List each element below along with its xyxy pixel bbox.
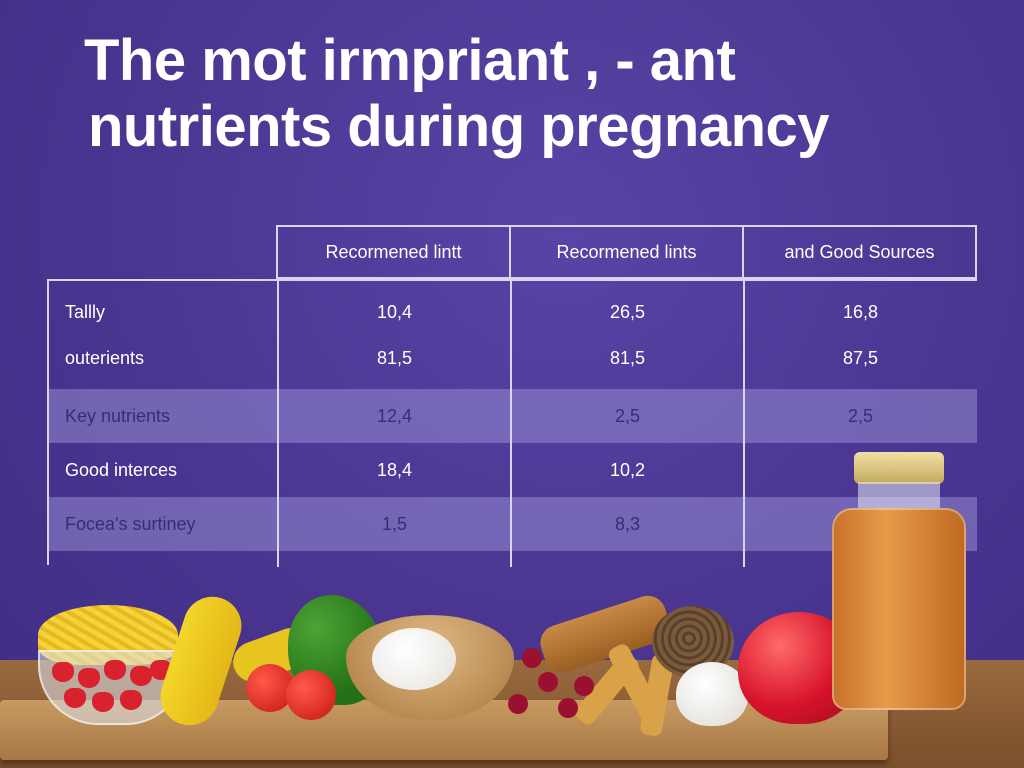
raspberry-image [92,692,114,712]
table-cell: 10,4 81,5 [277,281,510,389]
table-row: Tallly outerients 10,4 81,5 26,5 81,5 16… [49,281,977,389]
cell-value: 81,5 [376,348,413,368]
row-label: Tallly outerients [49,281,277,389]
column-header: and Good Sources [742,227,975,277]
spacer-cell [49,551,277,567]
row-label: Good interces [65,459,178,480]
raspberry-image [120,690,142,710]
table-cell: 2,5 [743,389,976,443]
page-title: The mot irmpriant , - ant nutrients duri… [84,28,984,160]
cell-value: 81,5 [609,348,646,368]
cranberry-image [522,648,542,668]
raspberry-image [64,688,86,708]
raspberry-image [104,660,126,680]
table-cell: 12,4 [277,389,510,443]
cranberry-image [558,698,578,718]
row-label-line: Tallly [65,302,106,322]
table-row-spacer [49,551,977,567]
cranberry-image [574,676,594,696]
jar-lid [854,452,944,484]
cell-value: 87,5 [842,348,879,368]
table-cell: 26,5 81,5 [510,281,743,389]
tomato-image [286,670,336,720]
table-header: Recormened lintt Recormened lints and Go… [276,225,977,279]
nutrient-table: Recormened lintt Recormened lints and Go… [47,225,977,567]
spacer-cell [277,551,510,567]
jar-image [832,452,966,710]
table-cell [743,497,976,551]
cell-value: 16,8 [842,302,879,322]
garlic-image [676,662,748,726]
row-label: Key nutrients [65,405,171,426]
raspberry-image [78,668,100,688]
spacer-cell [743,551,976,567]
table-body: Tallly outerients 10,4 81,5 26,5 81,5 16… [47,279,977,567]
title-line-1: The mot irmpriant , - ant [84,28,736,93]
table-cell: 16,8 87,5 [743,281,976,389]
cranberry-image [538,672,558,692]
raspberry-image [130,666,152,686]
table-cell: 8,3 [510,497,743,551]
column-header: Recormened lintt [325,241,462,262]
table-cell: 18,4 [277,443,510,497]
jar-neck [858,482,940,512]
table-cell: 10,2 [510,443,743,497]
row-label-line: outerients [65,348,145,368]
spacer-cell [510,551,743,567]
cranberry-image [508,694,528,714]
table-row: Key nutrients 12,4 2,5 2,5 [49,389,977,443]
table-cell: 1,5 [277,497,510,551]
table-row: Focea's surtiney 1,5 8,3 [49,497,977,551]
raspberry-image [52,662,74,682]
table-cell: 2,5 [510,389,743,443]
cheese-image [372,628,456,690]
cell-value: 10,4 [376,302,413,322]
cell-value: 26,5 [609,302,646,322]
title-line-2: nutrients during pregnancy [88,94,830,159]
column-header: Recormened lints [509,227,742,277]
row-label: Focea's surtiney [65,513,196,534]
jar-body [832,508,966,710]
table-row: Good interces 18,4 10,2 1 [49,443,977,497]
